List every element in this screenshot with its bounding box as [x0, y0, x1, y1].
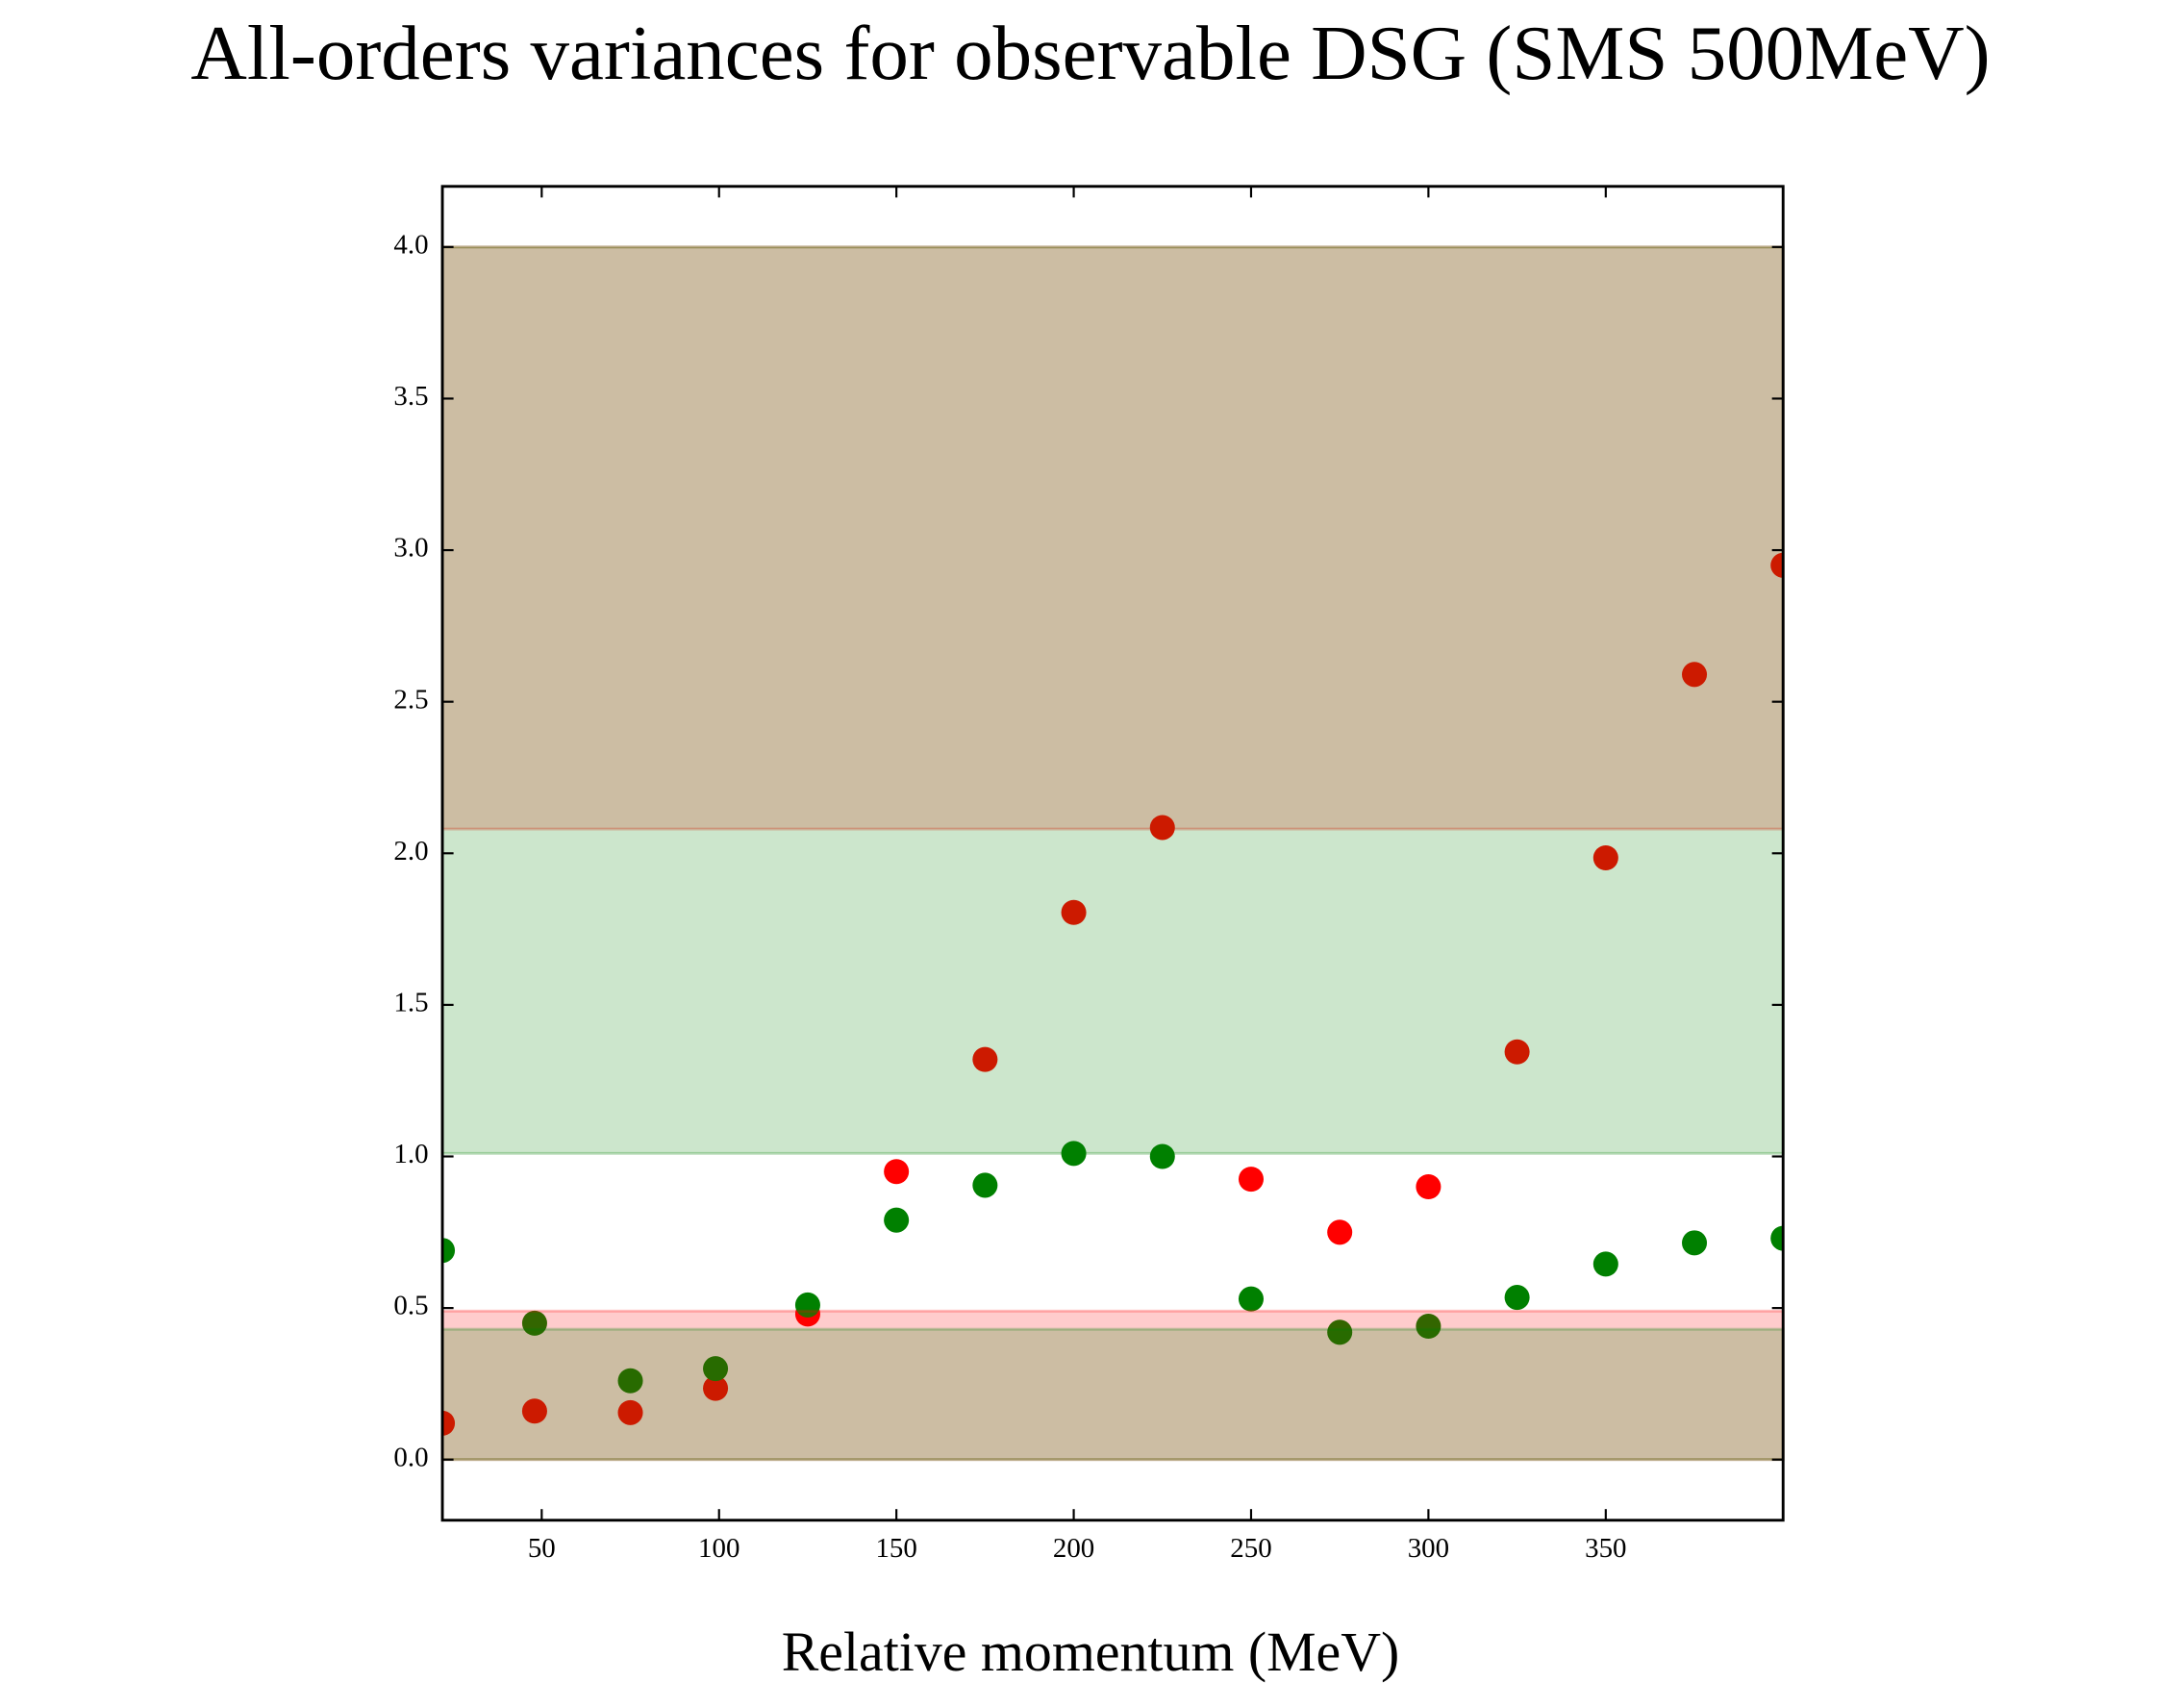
data-point: [1061, 899, 1087, 925]
y-tick-label: 2.0: [393, 836, 428, 867]
plot-frame: [440, 185, 1785, 1522]
x-tick-label: 300: [1408, 1533, 1449, 1564]
data-point: [1770, 552, 1784, 578]
data-point: [1416, 1314, 1441, 1340]
data-point: [442, 1238, 456, 1264]
band: [440, 245, 1785, 1155]
x-tick-label: 100: [698, 1533, 740, 1564]
x-tick-label: 50: [528, 1533, 556, 1564]
x-axis-label: Relative momentum (MeV): [782, 1620, 1400, 1683]
data-point: [1592, 1251, 1618, 1277]
data-point: [521, 1310, 547, 1336]
data-point: [794, 1292, 820, 1318]
data-point: [703, 1375, 729, 1401]
band: [440, 1309, 1785, 1462]
data-point: [1416, 1174, 1441, 1200]
data-point: [1238, 1286, 1265, 1312]
y-tick-label: 1.0: [393, 1139, 428, 1169]
y-tick-label: 3.5: [393, 381, 428, 412]
y-tick-label: 4.0: [393, 229, 428, 260]
data-point: [1682, 662, 1708, 688]
data-point: [1149, 815, 1175, 841]
data-point: [972, 1172, 998, 1198]
y-tick-label: 3.0: [393, 533, 428, 564]
x-tick-label: 200: [1053, 1533, 1094, 1564]
data-point: [1327, 1319, 1353, 1345]
data-point: [1592, 844, 1618, 871]
y-tick-label: 0.5: [393, 1291, 428, 1321]
x-tick-label: 150: [875, 1533, 916, 1564]
band: [440, 1327, 1785, 1462]
band: [440, 245, 1785, 831]
data-point: [1682, 1230, 1708, 1256]
data-point: [884, 1159, 910, 1185]
x-tick-label: 250: [1230, 1533, 1271, 1564]
data-point: [617, 1368, 643, 1394]
data-point: [1238, 1167, 1265, 1193]
y-tick-label: 2.5: [393, 684, 428, 715]
data-point: [617, 1399, 643, 1425]
data-point: [1327, 1219, 1353, 1245]
data-point: [521, 1398, 547, 1424]
data-point: [1061, 1141, 1087, 1167]
data-point: [703, 1356, 729, 1382]
chart-title: All-orders variances for observable DSG …: [190, 10, 1990, 96]
y-tick-label: 0.0: [393, 1442, 428, 1472]
data-point: [1504, 1039, 1530, 1065]
data-point: [884, 1207, 910, 1233]
data-point: [1149, 1143, 1175, 1169]
data-point: [442, 1410, 456, 1436]
data-point: [1770, 1225, 1784, 1251]
x-tick-label: 350: [1585, 1533, 1626, 1564]
data-point: [1504, 1285, 1530, 1311]
y-tick-label: 1.5: [393, 988, 428, 1018]
data-point: [972, 1046, 998, 1072]
